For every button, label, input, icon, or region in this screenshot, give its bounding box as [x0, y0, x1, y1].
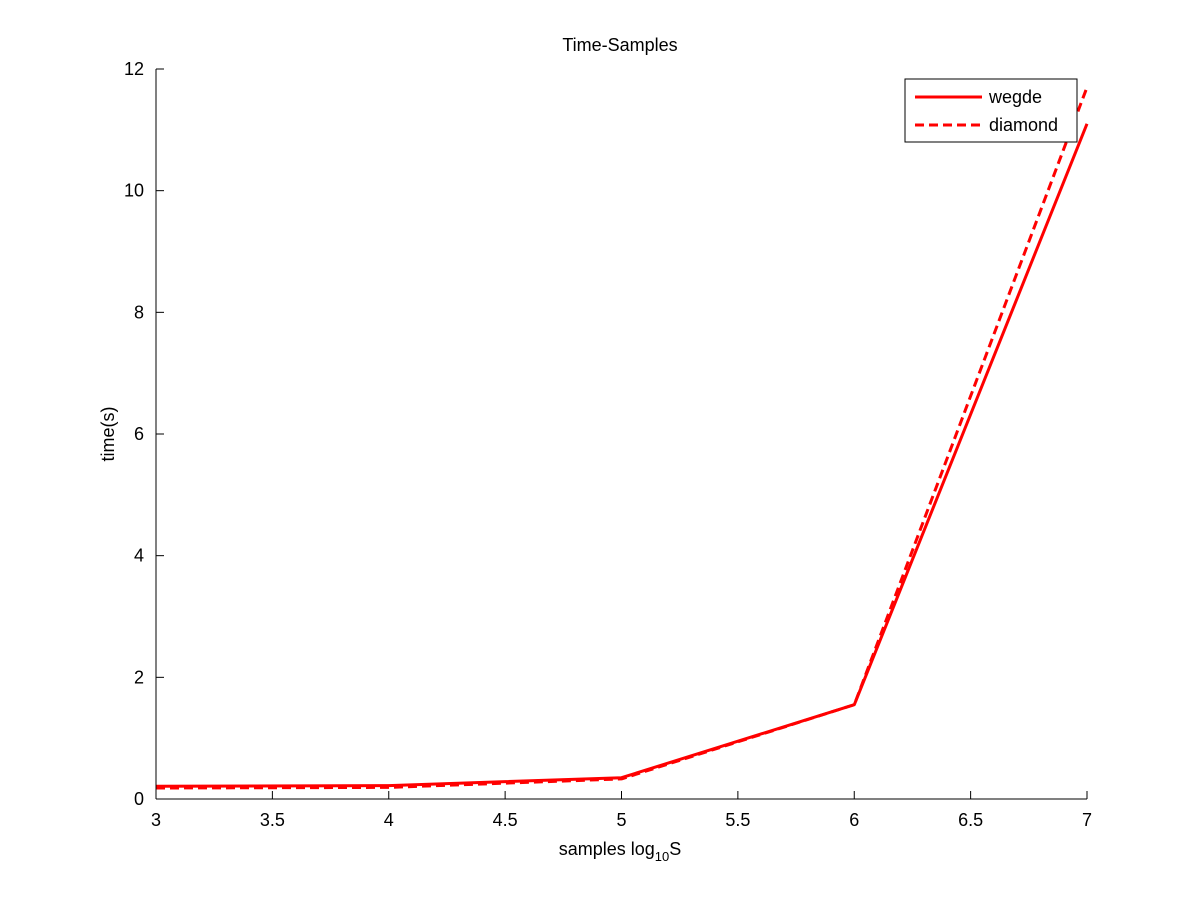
axis-ticks: 3 3.5 4 4.5 5 5.5 6 6.5 7 0 2 4 6 8 10 12 — [124, 59, 1092, 830]
x-tick-label: 5.5 — [725, 810, 750, 830]
x-tick-label: 7 — [1082, 810, 1092, 830]
y-tick-label: 2 — [134, 667, 144, 687]
legend-label-wegde: wegde — [988, 87, 1042, 107]
legend-label-diamond: diamond — [989, 115, 1058, 135]
x-tick-label: 3.5 — [260, 810, 285, 830]
x-axis-label-prefix: samples log — [559, 839, 655, 859]
x-axis-label-subscript: 10 — [655, 849, 669, 864]
x-tick-label: 4 — [384, 810, 394, 830]
y-tick-label: 12 — [124, 59, 144, 79]
x-axis-label-suffix: S — [669, 839, 681, 859]
y-tick-label: 8 — [134, 302, 144, 322]
y-tick-label: 10 — [124, 181, 144, 201]
y-axis-label: time(s) — [98, 407, 118, 462]
series-lines — [155, 86, 1089, 790]
x-axis-label: samples log10S — [559, 839, 682, 864]
x-tick-label: 6 — [849, 810, 859, 830]
y-tick-label: 6 — [134, 424, 144, 444]
plot-area — [156, 69, 1087, 799]
chart-title: Time-Samples — [562, 35, 677, 55]
legend: wegde diamond — [904, 78, 1078, 143]
series-line-diamond — [155, 86, 1089, 790]
y-tick-label: 4 — [134, 546, 144, 566]
legend-box — [904, 78, 1078, 143]
axes-lines — [155, 69, 1087, 800]
x-tick-label: 6.5 — [958, 810, 983, 830]
x-tick-label: 3 — [151, 810, 161, 830]
x-tick-label: 4.5 — [493, 810, 518, 830]
y-tick-label: 0 — [134, 789, 144, 809]
x-tick-label: 5 — [616, 810, 626, 830]
